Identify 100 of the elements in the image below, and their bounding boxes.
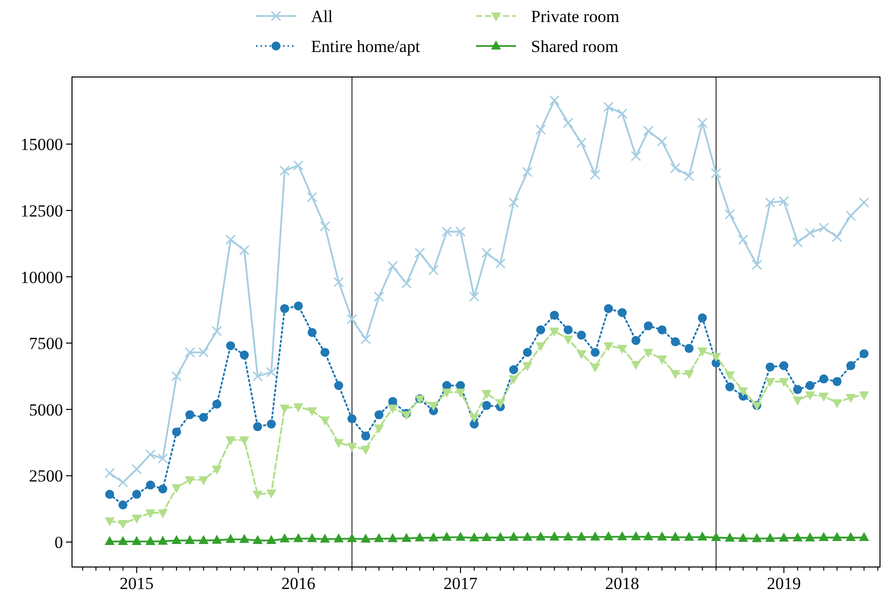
point	[590, 363, 600, 372]
point	[132, 536, 142, 546]
point	[765, 378, 776, 388]
point	[832, 532, 842, 542]
point	[590, 169, 600, 180]
point	[819, 374, 828, 384]
legend-label: Entire home/apt	[311, 37, 420, 56]
point	[266, 489, 276, 498]
point	[617, 344, 628, 354]
point	[198, 347, 209, 358]
point	[334, 439, 344, 448]
point	[549, 328, 560, 337]
point	[360, 446, 371, 455]
point	[469, 532, 480, 542]
point	[266, 534, 276, 544]
point	[697, 118, 708, 128]
point	[172, 534, 182, 544]
point	[630, 360, 641, 370]
x-tick-label: 2016	[281, 574, 316, 593]
point	[630, 150, 642, 162]
point	[131, 464, 142, 474]
point	[860, 349, 869, 358]
y-tick-label: 2500	[29, 466, 63, 486]
point	[550, 310, 559, 320]
point	[185, 410, 194, 420]
point	[240, 350, 249, 360]
point	[388, 260, 398, 272]
point	[346, 443, 357, 452]
point	[414, 248, 425, 258]
point	[724, 371, 735, 380]
legend-label: All	[311, 7, 333, 26]
point	[294, 301, 303, 310]
point	[549, 95, 560, 106]
point	[158, 509, 168, 518]
point	[145, 536, 156, 546]
point	[253, 422, 262, 432]
point	[239, 534, 250, 543]
point	[563, 336, 574, 345]
point	[697, 532, 708, 541]
point	[172, 484, 182, 494]
point	[307, 407, 318, 416]
point	[455, 388, 466, 398]
point	[225, 234, 236, 245]
x-tick-label: 2019	[766, 574, 801, 593]
point	[280, 404, 290, 414]
point	[564, 325, 573, 334]
point	[158, 453, 168, 464]
point	[670, 337, 680, 346]
point	[711, 532, 722, 542]
point	[401, 278, 412, 289]
point	[846, 532, 856, 542]
point	[792, 237, 803, 248]
point	[105, 490, 114, 499]
point	[495, 399, 506, 408]
point	[442, 532, 452, 541]
point	[146, 480, 155, 490]
point	[132, 514, 142, 524]
point	[307, 533, 318, 542]
point	[252, 371, 263, 382]
point	[522, 166, 533, 178]
point	[118, 477, 128, 488]
point	[320, 534, 330, 543]
point	[766, 362, 775, 372]
point	[199, 412, 208, 422]
point	[765, 532, 776, 542]
point	[657, 356, 668, 365]
point	[562, 118, 574, 128]
point	[132, 490, 142, 499]
point	[818, 222, 829, 233]
point	[752, 533, 762, 542]
point	[684, 170, 694, 182]
point	[859, 532, 870, 542]
point	[104, 468, 115, 478]
point	[522, 362, 532, 372]
point	[818, 532, 829, 542]
point	[792, 532, 803, 542]
point	[347, 414, 356, 424]
point	[252, 534, 263, 544]
point	[617, 531, 628, 540]
point	[670, 532, 680, 541]
point	[806, 381, 815, 390]
point	[778, 196, 790, 206]
point	[145, 449, 156, 460]
point	[495, 532, 506, 542]
point	[536, 325, 546, 334]
point	[846, 394, 856, 403]
point	[184, 347, 196, 358]
point	[764, 197, 776, 208]
point	[346, 314, 358, 324]
point	[603, 342, 614, 352]
point	[374, 424, 384, 434]
point	[603, 102, 614, 112]
point	[793, 385, 802, 394]
point	[280, 304, 290, 314]
point	[832, 232, 842, 242]
point	[643, 531, 654, 540]
point	[508, 532, 519, 541]
legend-label: Shared room	[531, 37, 618, 56]
point	[469, 414, 480, 423]
point	[374, 533, 384, 542]
